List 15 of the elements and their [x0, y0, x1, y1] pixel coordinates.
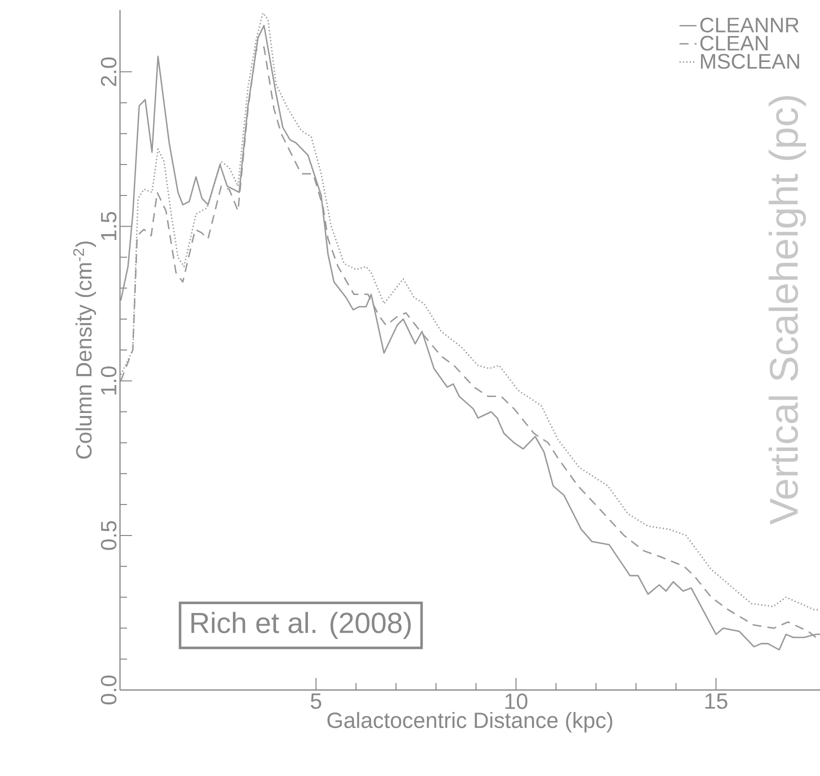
y-axis-title: Column Density (cm$^{-2}$): [73, 242, 96, 459]
annotation: Rich et al. (2008): [191, 612, 411, 639]
legend-label: CLEAN: [700, 36, 768, 51]
x-tick-label: 15: [705, 694, 728, 709]
y-tick-label: 0.0: [100, 676, 116, 704]
y2-axis-title: Vertical Scaleheight (pc): [768, 96, 806, 525]
x-axis-title: Galactocentric Distance (kpc): [327, 712, 612, 732]
legend-label: MSCLEAN: [701, 54, 800, 69]
y-tick-label: 1.0: [100, 366, 116, 395]
x-tick-label: 10: [505, 694, 528, 710]
legend-label: CLEANNR: [700, 18, 799, 32]
x-tick-label: 5: [310, 694, 322, 709]
y-tick-label: 0.5: [100, 521, 116, 550]
y-tick-label: 2.0: [100, 57, 116, 86]
y-tick-label: 1.5: [101, 212, 116, 240]
